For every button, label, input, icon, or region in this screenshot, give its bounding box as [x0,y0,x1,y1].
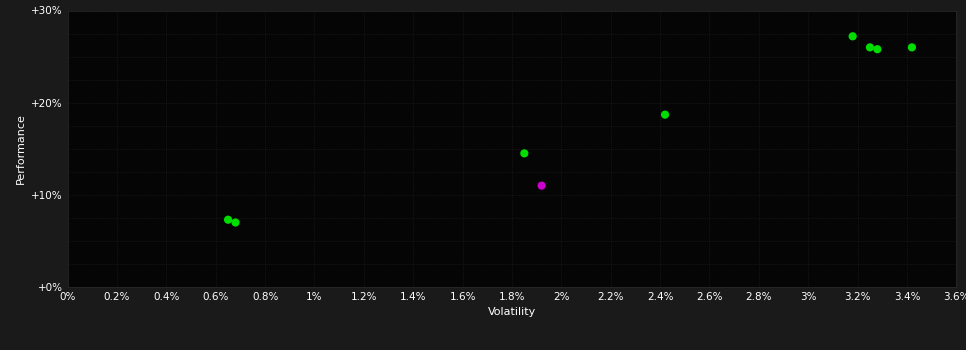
Point [534,183,550,188]
Y-axis label: Performance: Performance [15,113,25,184]
X-axis label: Volatility: Volatility [488,307,536,317]
Point [863,44,878,50]
Point [657,112,672,118]
Point [517,150,532,156]
Point [220,217,236,223]
Point [869,47,885,52]
Point [228,220,243,225]
Point [904,44,920,50]
Point [845,34,861,39]
